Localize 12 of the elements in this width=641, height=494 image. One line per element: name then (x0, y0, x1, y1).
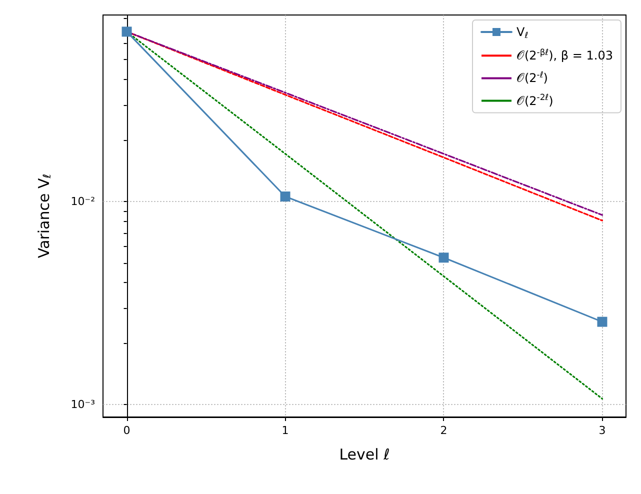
x-tick-label: 3 (598, 424, 606, 437)
y-axis-title: Variance Vℓ (34, 174, 54, 258)
x-tick-label: 2 (440, 424, 448, 437)
x-tick-label: 0 (123, 424, 130, 437)
x-tick-label: 1 (282, 424, 289, 437)
point (122, 26, 132, 37)
point (280, 192, 290, 202)
y-tick-label: 10⁻² (70, 195, 95, 208)
y-tick-label: 10⁻³ (70, 398, 95, 412)
point (597, 316, 608, 327)
x-axis-title: Level ℓ (339, 446, 390, 464)
point (438, 252, 449, 263)
